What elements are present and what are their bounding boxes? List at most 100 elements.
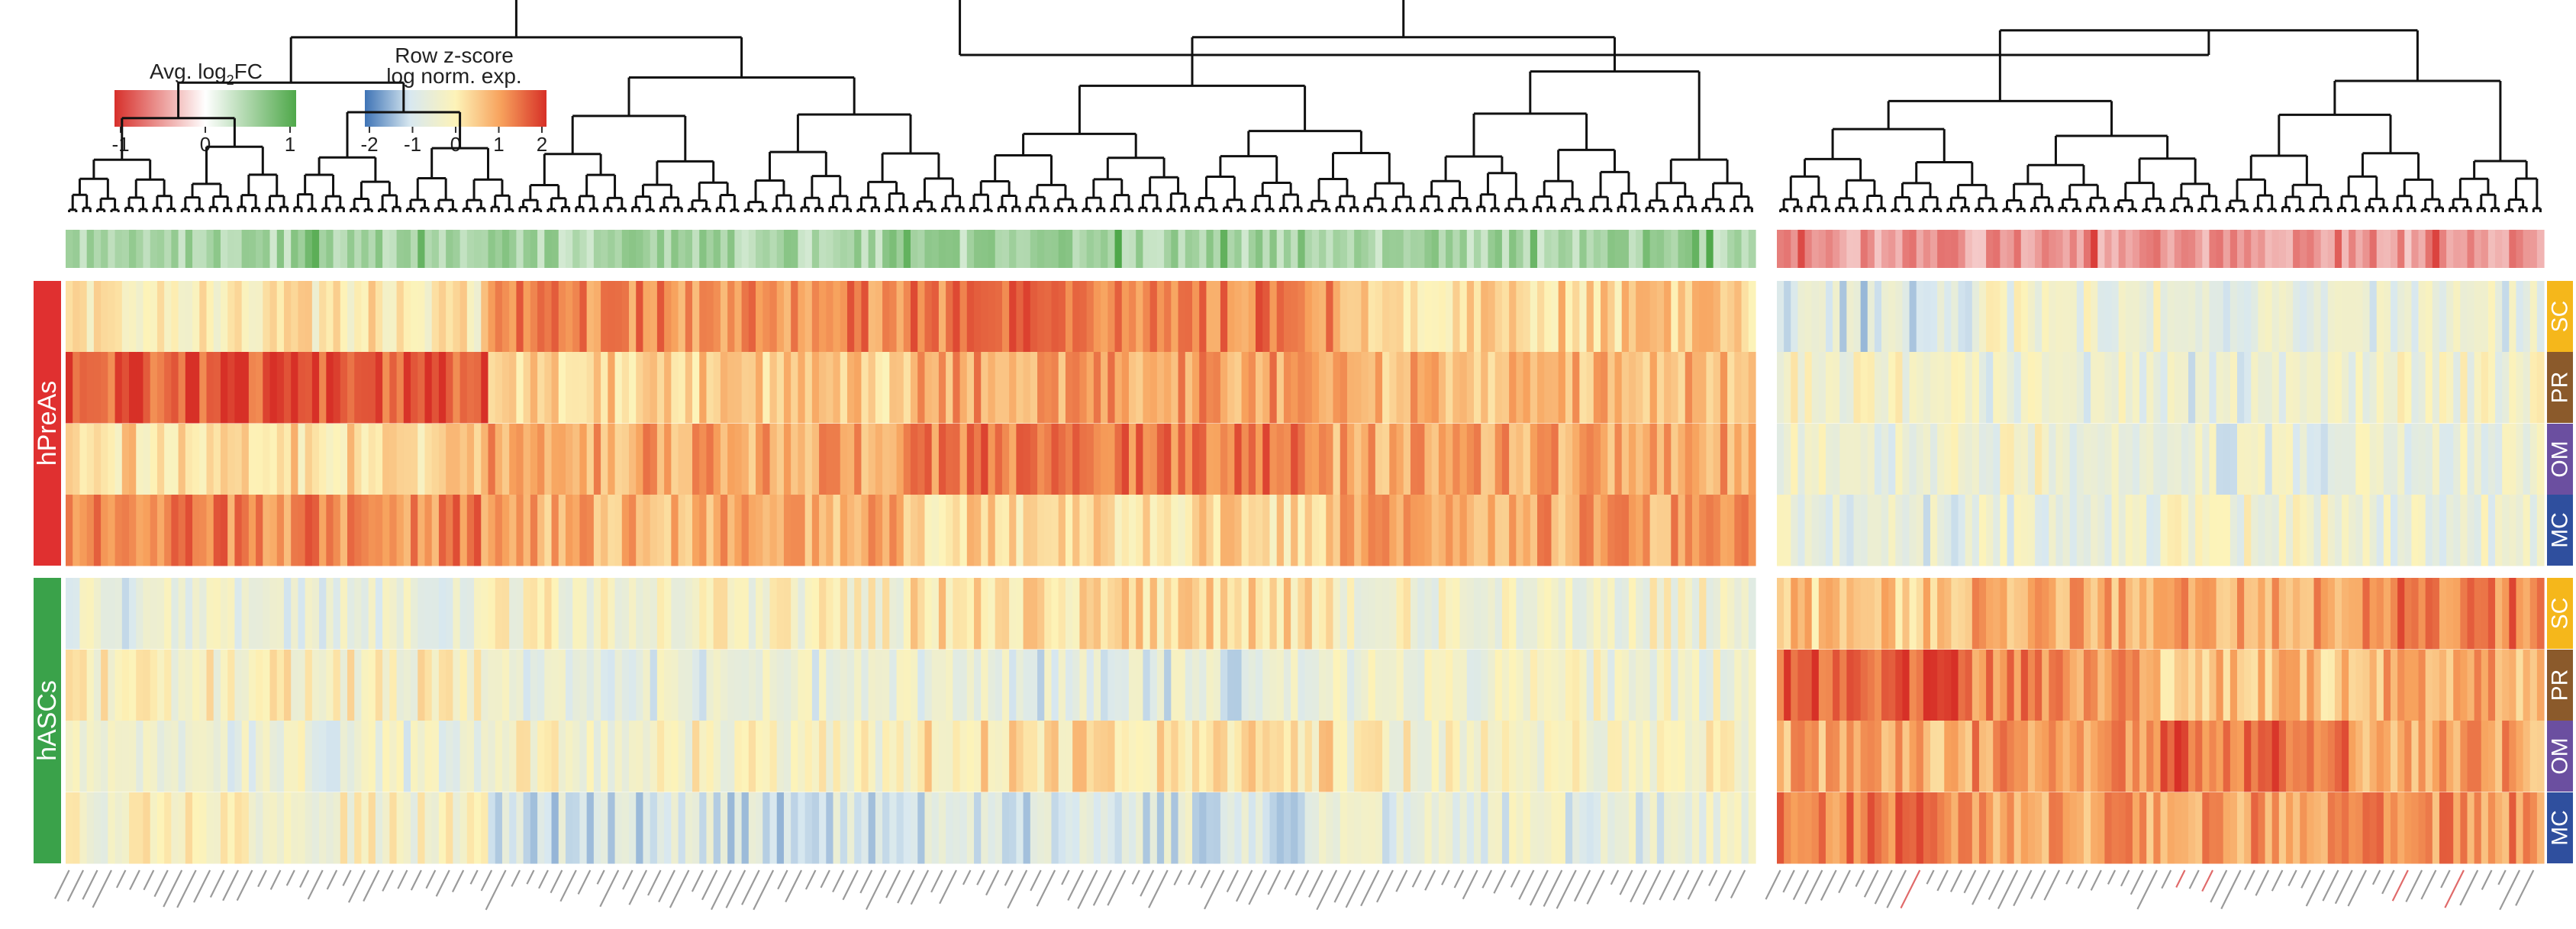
heatmap-cell [1058, 650, 1066, 721]
heatmap-cell [1093, 578, 1101, 650]
heatmap-cell [1593, 281, 1601, 353]
heatmap-cell [629, 792, 637, 864]
row-group-bar [34, 578, 61, 863]
heatmap-cell [1628, 792, 1636, 864]
heatmap-cell [2404, 281, 2413, 353]
heatmap-cell [713, 352, 721, 424]
log2fc-cell [756, 230, 763, 268]
heatmap-cell [1192, 424, 1200, 495]
heatmap-cell [199, 650, 208, 721]
gene-label-mark [451, 869, 465, 893]
gene-label-mark [691, 869, 704, 892]
heatmap-cell [2069, 424, 2078, 495]
heatmap-cell [1727, 578, 1735, 650]
gene-label-mark [1804, 869, 1823, 905]
log2fc-cell [2516, 230, 2524, 268]
heatmap-cell [1678, 721, 1686, 792]
log2fc-cell [1825, 230, 1833, 268]
heatmap-cell [2320, 352, 2329, 424]
heatmap-cell [1136, 281, 1144, 353]
heatmap-cell [2523, 352, 2531, 424]
heatmap-cell [2244, 352, 2252, 424]
heatmap-cell [558, 792, 566, 864]
heatmap-cell [1509, 578, 1517, 650]
heatmap-cell [938, 650, 946, 721]
heatmap-cell [2118, 281, 2126, 353]
heatmap-cell [776, 792, 785, 864]
heatmap-cell [1269, 495, 1278, 566]
heatmap-cell [474, 650, 482, 721]
heatmap-cell [1791, 352, 1799, 424]
heatmap-cell [2042, 578, 2049, 650]
heatmap-cell [1544, 495, 1552, 566]
heatmap-cell [1494, 424, 1503, 495]
heatmap-cell [2362, 721, 2371, 792]
heatmap-cell [227, 424, 235, 495]
heatmap-cell [1720, 578, 1728, 650]
heatmap-cell [2000, 281, 2008, 353]
heatmap-cell [1846, 424, 1855, 495]
heatmap-cell [2391, 792, 2398, 864]
heatmap-cell [931, 352, 940, 424]
heatmap-cell [917, 424, 926, 495]
heatmap-cell [1382, 495, 1390, 566]
heatmap-cell [1909, 424, 1917, 495]
heatmap-cell [713, 424, 721, 495]
heatmap-cell [2349, 650, 2356, 721]
heatmap-cell [2244, 495, 2252, 566]
heatmap-cell [1488, 281, 1496, 353]
heatmap-cell [2069, 352, 2078, 424]
log2fc-cell [354, 230, 363, 268]
heatmap-cell [1734, 352, 1743, 424]
heatmap-cell [2271, 281, 2280, 353]
heatmap-cell [1923, 578, 1931, 650]
heatmap-cell [1009, 352, 1017, 424]
heatmap-cell [1734, 424, 1743, 495]
heatmap-cell [2209, 281, 2217, 353]
heatmap-cell [2293, 281, 2300, 353]
heatmap-cell [2453, 721, 2461, 792]
heatmap-cell [1685, 281, 1693, 353]
heatmap-cell [2188, 650, 2196, 721]
heatmap-cell [1818, 578, 1826, 650]
heatmap-cell [2216, 792, 2224, 864]
log2fc-cell [2502, 230, 2510, 268]
heatmap-cell [558, 424, 566, 495]
heatmap-cell [474, 495, 482, 566]
heatmap-cell [889, 424, 898, 495]
heatmap-cell [446, 650, 453, 721]
heatmap-cell [2474, 578, 2482, 650]
heatmap-cell [1706, 578, 1714, 650]
heatmap-cell [2188, 792, 2196, 864]
heatmap-cell [1664, 721, 1672, 792]
heatmap-cell [1902, 495, 1910, 566]
heatmap-cell [93, 281, 102, 353]
log2fc-cell [896, 230, 904, 268]
heatmap-cell [1389, 721, 1398, 792]
log2fc-cell [1417, 230, 1426, 268]
heatmap-cell [1227, 578, 1235, 650]
heatmap-cell [804, 650, 813, 721]
heatmap-cell [1256, 578, 1263, 650]
heatmap-cell [1199, 352, 1207, 424]
heatmap-cell [1537, 721, 1545, 792]
heatmap-cell [1501, 424, 1510, 495]
heatmap-cell [1791, 792, 1799, 864]
legend-zscore-title-line1: Row z-score [395, 44, 514, 67]
heatmap-cell [1333, 721, 1341, 792]
heatmap-cell [861, 721, 869, 792]
heatmap-cell [143, 721, 151, 792]
heatmap-cell [643, 424, 651, 495]
heatmap-cell [1544, 424, 1552, 495]
heatmap-cell [1839, 650, 1847, 721]
gene-label-mark [2440, 869, 2451, 889]
heatmap-cell [2516, 495, 2524, 566]
heatmap-cell [2020, 281, 2029, 353]
heatmap-cell [1368, 792, 1376, 864]
heatmap-cell [263, 792, 271, 864]
heatmap-cell [2313, 578, 2322, 650]
gene-label-mark [435, 869, 450, 897]
heatmap-cell [1269, 281, 1278, 353]
heatmap-cell [636, 352, 644, 424]
heatmap-cell [2529, 578, 2538, 650]
